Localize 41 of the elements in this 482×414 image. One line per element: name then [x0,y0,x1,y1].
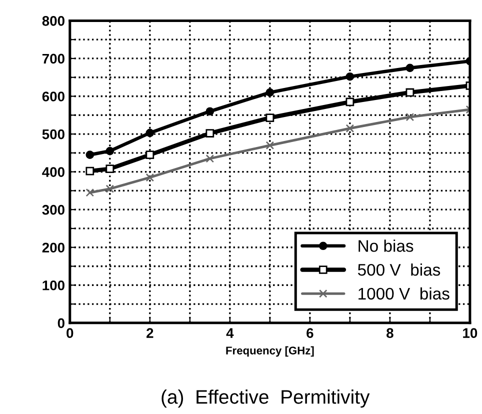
legend-label: 1000 V bias [358,287,450,300]
y-tick-label: 300 [42,204,64,215]
x-tick-label: 4 [226,328,234,338]
point [266,141,274,150]
point [206,107,214,116]
point [106,146,114,156]
point [346,98,354,106]
x-axis-title: Frequency [GHz] [226,346,314,357]
legend-label: 500 V bias [358,264,440,276]
point [86,150,94,159]
point [86,166,94,176]
y-tick-label: 200 [42,242,64,253]
point [266,88,274,97]
point [206,129,214,138]
point [146,128,154,138]
point [86,188,94,197]
x-tick-label: 2 [146,328,154,338]
text: (a) Effective Permitivity [162,390,370,408]
point [206,154,214,163]
point [266,114,274,122]
point [406,64,414,72]
x-tick-label: 8 [386,328,394,338]
point [106,184,114,193]
point [146,150,154,159]
x-tick-label: 0 [66,328,74,338]
x-tick-label: 6 [306,328,314,338]
y-tick-label: 800 [42,16,64,26]
y-tick-label: 700 [42,54,64,64]
point [406,88,414,97]
y-tick-label: 400 [42,167,64,177]
legend-label: No bias [358,240,414,252]
y-tick-label: 600 [42,92,64,102]
x-tick-label: 10 [463,328,478,338]
y-tick-label: 100 [42,280,64,290]
point [346,124,354,133]
point [106,164,114,173]
point [146,173,154,182]
point [346,72,354,81]
y-tick-label: 0 [58,318,64,328]
point [406,112,414,122]
y-tick-label: 500 [42,129,64,140]
